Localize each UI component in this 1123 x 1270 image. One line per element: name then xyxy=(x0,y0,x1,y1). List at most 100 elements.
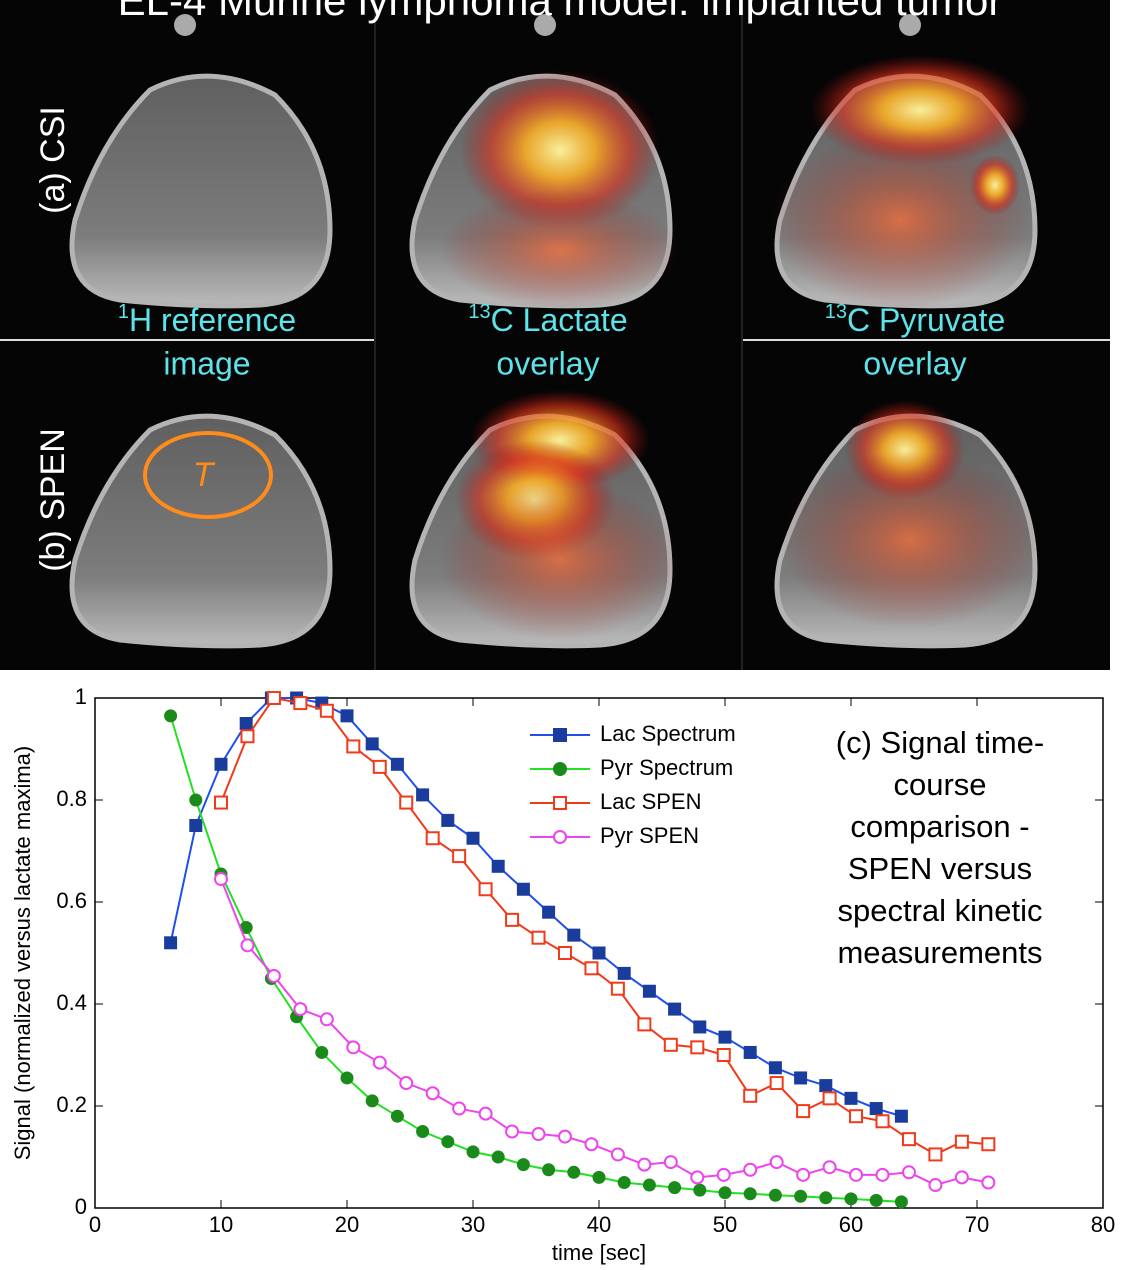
caption: 1H reference xyxy=(118,301,296,338)
annotation: spectral kinetic xyxy=(837,893,1042,928)
marker xyxy=(592,946,606,960)
marker xyxy=(466,831,480,845)
marker xyxy=(315,1045,329,1059)
marker xyxy=(617,1176,631,1189)
caption-superscript: 1 xyxy=(118,301,129,323)
marker xyxy=(663,1037,678,1052)
marker xyxy=(743,1088,758,1103)
legend-label: Lac SPEN xyxy=(600,789,702,814)
marker xyxy=(769,1155,784,1170)
marker xyxy=(610,981,625,996)
marker xyxy=(452,849,467,864)
marker xyxy=(954,1134,969,1149)
marker xyxy=(491,1150,505,1164)
marker xyxy=(637,1157,652,1172)
row-label: (b) SPEN xyxy=(34,428,72,572)
marker xyxy=(796,1167,811,1182)
marker xyxy=(642,984,656,998)
image-panels xyxy=(0,0,1110,670)
marker xyxy=(425,1086,440,1101)
marker xyxy=(542,905,556,919)
marker xyxy=(466,1145,480,1159)
marker xyxy=(214,795,228,810)
marker xyxy=(365,1094,379,1108)
marker xyxy=(164,936,178,950)
marker xyxy=(663,1155,678,1170)
marker xyxy=(266,968,281,983)
tumor-label: T xyxy=(193,456,216,494)
caption: 13C Lactate xyxy=(468,301,627,338)
marker xyxy=(346,1040,361,1055)
marker xyxy=(516,882,530,896)
legend-marker xyxy=(553,830,567,844)
marker xyxy=(542,1163,556,1177)
marker xyxy=(869,1102,883,1116)
marker xyxy=(693,1183,707,1197)
annotation: SPEN versus xyxy=(848,851,1032,886)
x-tick-label: 50 xyxy=(713,1212,737,1237)
y-tick-label: 0.8 xyxy=(56,786,87,811)
marker xyxy=(531,1127,546,1142)
marker xyxy=(690,1170,705,1185)
marker xyxy=(981,1175,996,1190)
y-tick-label: 0.2 xyxy=(56,1092,87,1117)
marker xyxy=(478,882,493,897)
marker xyxy=(901,1165,916,1180)
marker xyxy=(531,930,546,945)
x-tick-label: 40 xyxy=(587,1212,611,1237)
x-tick-label: 20 xyxy=(335,1212,359,1237)
marker xyxy=(319,1012,334,1027)
x-tick-label: 70 xyxy=(965,1212,989,1237)
y-tick-label: 0 xyxy=(75,1194,87,1219)
marker xyxy=(425,831,440,846)
marker xyxy=(796,1104,811,1119)
marker xyxy=(901,1132,916,1147)
caption-line: overlay xyxy=(863,345,966,381)
x-tick-label: 10 xyxy=(209,1212,233,1237)
y-tick-label: 0.6 xyxy=(56,888,87,913)
marker xyxy=(668,1002,682,1016)
marker xyxy=(718,1186,732,1200)
marker xyxy=(293,1002,308,1017)
legend-marker xyxy=(553,762,567,776)
marker xyxy=(928,1147,943,1162)
marker xyxy=(505,1124,520,1139)
marker xyxy=(819,1191,833,1205)
marker xyxy=(293,696,308,711)
marker xyxy=(642,1178,656,1192)
legend-label: Pyr Spectrum xyxy=(600,755,733,780)
marker xyxy=(189,793,203,807)
annotation: measurements xyxy=(837,935,1042,970)
marker xyxy=(240,938,255,953)
annotation: comparison - xyxy=(850,809,1029,844)
marker xyxy=(340,709,354,723)
marker xyxy=(875,1167,890,1182)
marker xyxy=(372,1055,387,1070)
marker xyxy=(557,946,572,960)
marker xyxy=(416,1125,430,1138)
marker xyxy=(346,739,361,754)
marker xyxy=(390,757,404,771)
marker xyxy=(894,1109,908,1123)
marker xyxy=(768,1188,782,1202)
marker xyxy=(516,1158,530,1172)
legend-label: Lac Spectrum xyxy=(600,721,736,746)
legend-marker xyxy=(553,728,567,742)
marker xyxy=(416,788,430,802)
marker xyxy=(567,1165,581,1179)
marker xyxy=(743,1187,757,1201)
caption-text: C Lactate xyxy=(491,302,628,338)
x-tick-label: 0 xyxy=(89,1212,101,1237)
figure-title: EL-4 Murine lymphoma model: implanted tu… xyxy=(118,0,1003,24)
marker xyxy=(164,709,178,723)
marker xyxy=(693,1020,707,1034)
marker xyxy=(567,928,581,942)
marker xyxy=(189,819,203,832)
marker xyxy=(390,1109,404,1123)
row-label: (a) CSI xyxy=(34,106,72,214)
marker xyxy=(668,1181,682,1195)
marker xyxy=(452,1101,467,1116)
caption-text: H reference xyxy=(129,302,296,338)
annotation: course xyxy=(893,767,986,802)
